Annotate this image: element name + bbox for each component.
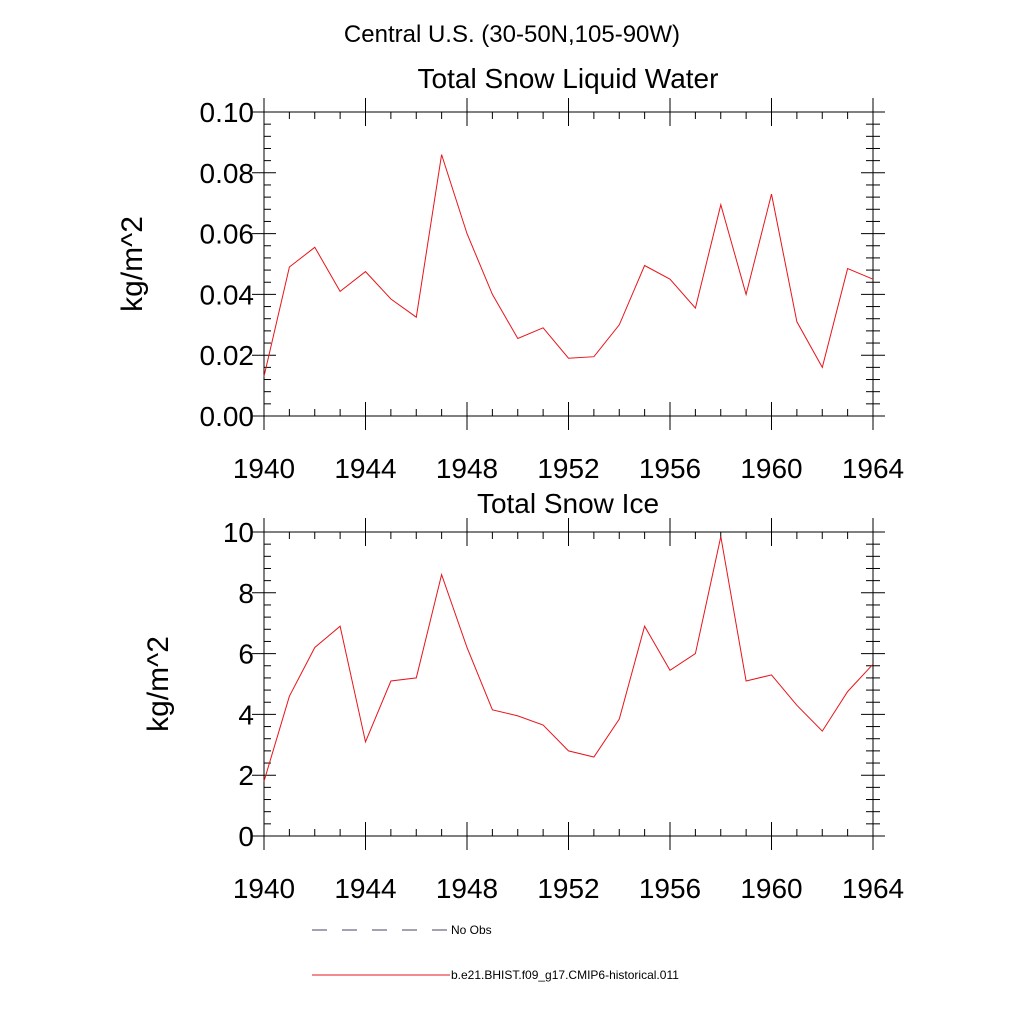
y-axis-label: kg/m^2 <box>142 636 175 732</box>
chart-title: Total Snow Liquid Water <box>418 63 719 94</box>
y-tick-label: 0.00 <box>200 401 255 432</box>
x-tick-label: 1944 <box>334 873 396 904</box>
y-tick-label: 0.10 <box>200 97 255 128</box>
y-tick-label: 0 <box>238 821 254 852</box>
y-tick-label: 0.02 <box>200 340 255 371</box>
series-line <box>263 154 874 377</box>
x-tick-label: 1960 <box>740 873 802 904</box>
x-tick-label: 1952 <box>537 873 599 904</box>
series-lines <box>263 536 874 782</box>
x-tick-label: 1952 <box>537 453 599 484</box>
chart-title: Total Snow Ice <box>477 488 659 519</box>
x-tick-label: 1956 <box>639 873 701 904</box>
y-tick-label: 10 <box>223 517 254 548</box>
x-tick-label: 1964 <box>842 873 904 904</box>
x-tick-label: 1960 <box>740 453 802 484</box>
x-tick-label: 1940 <box>233 873 295 904</box>
y-tick-label: 0.06 <box>200 219 255 250</box>
x-tick-label: 1948 <box>436 453 498 484</box>
axis-ticks: 1940 1944 1948 1952 1956 1960 1964 0.00 0.02 0.04… <box>200 97 905 484</box>
series-line <box>263 536 874 782</box>
x-tick-label: 1948 <box>436 873 498 904</box>
y-tick-label: 4 <box>238 699 254 730</box>
x-tick-label: 1940 <box>233 453 295 484</box>
y-tick-label: 0.04 <box>200 279 255 310</box>
axis-ticks: 1940 1944 1948 1952 1956 1960 1964 0 2 4 6 8 10 <box>223 517 904 904</box>
y-tick-label: 0.08 <box>200 158 255 189</box>
x-tick-label: 1964 <box>842 453 904 484</box>
plot-frame <box>263 111 874 417</box>
y-tick-label: 8 <box>238 578 254 609</box>
plot-frame <box>263 531 874 837</box>
legend-label-model: b.e21.BHIST.f09_g17.CMIP6-historical.011 <box>451 968 679 982</box>
panel-snow-ice: Total Snow Ice kg/m^2 1940 1944 1948 1952 19… <box>142 488 904 904</box>
series-lines <box>263 154 874 377</box>
y-tick-label: 2 <box>238 760 254 791</box>
legend: No Obs b.e21.BHIST.f09_g17.CMIP6-histori… <box>312 923 679 982</box>
y-axis-label: kg/m^2 <box>116 216 149 312</box>
super-title: Central U.S. (30-50N,105-90W) <box>344 21 680 48</box>
panel-snow-liquid-water: Total Snow Liquid Water kg/m^2 1940 1944 1… <box>116 63 904 484</box>
legend-label-no-obs: No Obs <box>451 923 492 937</box>
x-tick-label: 1944 <box>334 453 396 484</box>
y-tick-label: 6 <box>238 639 254 670</box>
x-tick-label: 1956 <box>639 453 701 484</box>
